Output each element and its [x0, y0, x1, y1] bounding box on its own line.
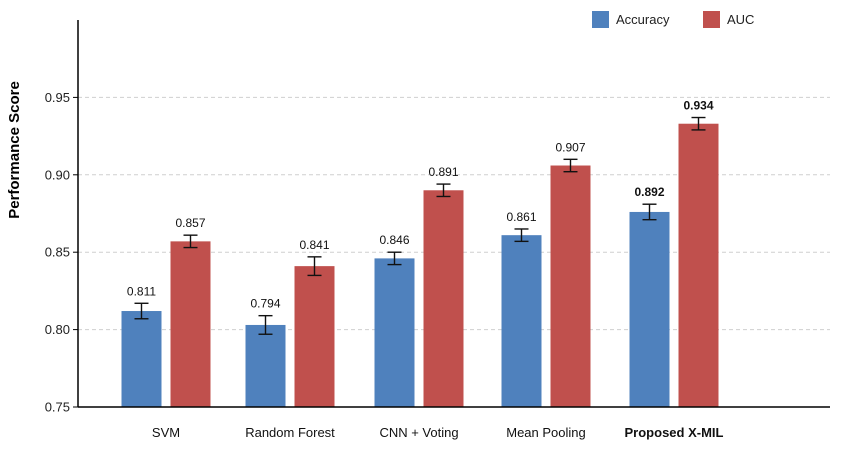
y-tick-labels: 0.75 0.80 0.85 0.90 0.95	[45, 90, 78, 415]
bar-accuracy	[121, 311, 162, 407]
legend: Accuracy AUC	[592, 11, 754, 28]
legend-label: Accuracy	[616, 12, 670, 27]
bar-accuracy	[245, 324, 286, 407]
x-category-labels: SVM Random Forest CNN + Voting Mean Pooling…	[152, 425, 724, 440]
bar-auc	[423, 190, 464, 407]
bar-auc	[550, 165, 591, 407]
y-axis-label: Performance Score	[6, 81, 23, 219]
data-label: 0.811	[127, 284, 156, 298]
x-category-label: Proposed X-MIL	[625, 425, 724, 440]
bars: 0.811 0.857 0.794 0.841 0.846 0.891 0.861 0.907…	[121, 99, 719, 407]
x-category-label: Random Forest	[245, 425, 335, 440]
data-label: 0.794	[250, 297, 280, 311]
axes	[77, 20, 830, 408]
data-label: 0.857	[175, 216, 205, 230]
data-label: 0.846	[379, 233, 409, 247]
legend-label: AUC	[727, 12, 754, 27]
bar-accuracy	[374, 258, 415, 407]
bar-accuracy	[629, 211, 670, 407]
bar-auc	[678, 123, 719, 407]
y-tick-label: 0.75	[45, 400, 70, 415]
x-category-label: Mean Pooling	[506, 425, 586, 440]
y-tick-label: 0.95	[45, 90, 70, 105]
legend-swatch-accuracy	[592, 11, 609, 28]
data-label: 0.907	[555, 140, 585, 154]
bar-accuracy	[501, 235, 542, 407]
bar-auc	[294, 266, 335, 407]
data-label: 0.892	[634, 185, 664, 199]
data-label: 0.861	[506, 210, 536, 224]
y-tick-label: 0.80	[45, 322, 70, 337]
x-category-label: CNN + Voting	[379, 425, 458, 440]
y-tick-label: 0.90	[45, 167, 70, 182]
y-tick-label: 0.85	[45, 245, 70, 260]
data-label: 0.891	[428, 165, 458, 179]
data-label: 0.841	[299, 238, 329, 252]
data-label: 0.934	[683, 99, 713, 113]
x-category-label: SVM	[152, 425, 180, 440]
legend-swatch-auc	[703, 11, 720, 28]
bar-auc	[170, 241, 211, 407]
